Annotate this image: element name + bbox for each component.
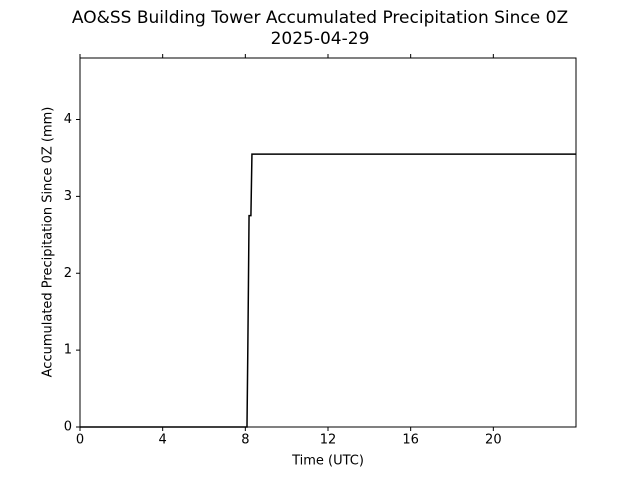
chart-subtitle: 2025-04-29 — [271, 29, 370, 49]
x-tick-label: 20 — [485, 433, 502, 448]
x-tick-label: 16 — [402, 433, 419, 448]
y-axis-label: Accumulated Precipitation Since 0Z (mm) — [41, 107, 56, 378]
plot-frame — [79, 57, 577, 428]
y-tick-label: 3 — [64, 189, 72, 204]
x-tick-label: 0 — [76, 433, 84, 448]
x-tick-label: 8 — [241, 433, 249, 448]
x-tick-label: 4 — [159, 433, 167, 448]
y-tick-label: 2 — [64, 266, 72, 281]
y-tick-label: 1 — [64, 343, 72, 358]
y-tick-label: 0 — [64, 420, 72, 435]
x-axis-label: Time (UTC) — [291, 454, 364, 469]
data-line — [80, 153, 576, 428]
y-tick-label: 4 — [64, 112, 72, 127]
x-tick-label: 12 — [320, 433, 337, 448]
chart-title: AO&SS Building Tower Accumulated Precipi… — [72, 8, 568, 28]
